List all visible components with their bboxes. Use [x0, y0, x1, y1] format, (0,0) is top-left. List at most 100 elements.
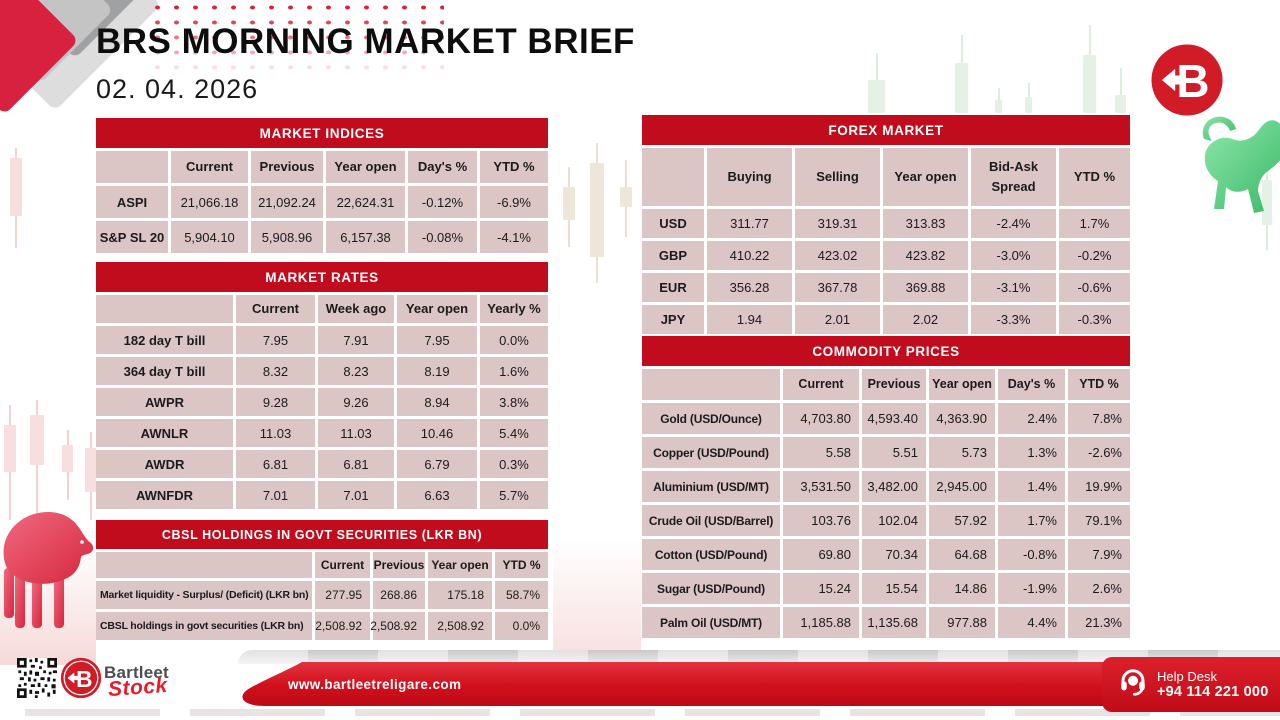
- corner-cell: [642, 148, 704, 206]
- help-desk-block: Help Desk +94 114 221 000: [1102, 657, 1280, 712]
- cell-value: 1.6%: [480, 357, 548, 385]
- cell-value: 977.88: [929, 607, 995, 638]
- bull-graphic: [1198, 113, 1280, 226]
- table-grid: Buying Selling Year open Bid-Ask Spread YTD …: [642, 148, 1130, 334]
- qr-code: [17, 658, 57, 698]
- cell-value: 11.03: [318, 419, 394, 447]
- row-label: GBP: [642, 241, 704, 270]
- cell-value: 1,185.88: [783, 607, 859, 638]
- cell-value: 2,945.00: [929, 471, 995, 502]
- cell-value: 4,593.40: [862, 403, 926, 434]
- column-header: YTD %: [1059, 148, 1130, 206]
- corner-cell: [642, 369, 780, 400]
- cell-value: 6.63: [397, 481, 477, 509]
- brand-logo-b-icon: B: [1150, 43, 1224, 117]
- column-header: Current: [171, 151, 248, 183]
- cell-value: 11.03: [236, 419, 315, 447]
- candlestick-decoration: [620, 160, 632, 237]
- cell-value: 8.94: [397, 388, 477, 416]
- bear-graphic: [0, 498, 94, 648]
- cell-value: 2.4%: [998, 403, 1065, 434]
- cell-value: 79.1%: [1068, 505, 1130, 536]
- candlestick-decoration: [955, 35, 968, 113]
- cell-value: 7.01: [318, 481, 394, 509]
- column-header: Day's %: [998, 369, 1065, 400]
- column-header: Year open: [397, 295, 477, 323]
- cell-value: 7.9%: [1068, 539, 1130, 570]
- cell-value: -0.3%: [1059, 305, 1130, 334]
- brand-logo-b-icon: B: [60, 657, 102, 699]
- cell-value: -6.9%: [480, 186, 548, 218]
- column-header: Year open: [326, 151, 405, 183]
- candlestick-decoration: [62, 430, 73, 500]
- column-header: YTD %: [495, 552, 548, 578]
- cell-value: -0.12%: [408, 186, 477, 218]
- row-label: 364 day T bill: [96, 357, 233, 385]
- cell-value: 4,363.90: [929, 403, 995, 434]
- cell-value: 311.77: [707, 209, 792, 238]
- cell-value: 2.6%: [1068, 573, 1130, 604]
- cell-value: -4.1%: [480, 221, 548, 253]
- cell-value: -0.8%: [998, 539, 1065, 570]
- column-header: Year open: [883, 148, 968, 206]
- column-header: Week ago: [318, 295, 394, 323]
- row-label: Palm Oil (USD/MT): [642, 607, 780, 638]
- cell-value: 1.4%: [998, 471, 1065, 502]
- halftone-dots-decoration: [148, 0, 444, 78]
- cell-value: 15.24: [783, 573, 859, 604]
- corner-cell: [96, 552, 312, 578]
- cell-value: 423.82: [883, 241, 968, 270]
- row-label: AWNFDR: [96, 481, 233, 509]
- cell-value: -0.6%: [1059, 273, 1130, 302]
- row-label: CBSL holdings in govt securities (LKR bn…: [96, 612, 312, 640]
- cell-value: 3.8%: [480, 388, 548, 416]
- column-header: Yearly %: [480, 295, 548, 323]
- candlestick-decoration: [590, 143, 604, 283]
- table-grid: Current Week ago Year open Yearly % 182 day …: [96, 295, 548, 509]
- row-label: EUR: [642, 273, 704, 302]
- row-label: AWDR: [96, 450, 233, 478]
- candlestick-decoration: [4, 405, 16, 520]
- cell-value: -2.4%: [971, 209, 1056, 238]
- pink-glow-decoration: [553, 540, 641, 665]
- candlestick-decoration: [1115, 68, 1126, 113]
- table-grid: Current Previous Year open YTD % Market liqu…: [96, 552, 548, 640]
- cell-value: 1.3%: [998, 437, 1065, 468]
- candlestick-decoration: [868, 53, 885, 113]
- market-rates-table: MARKET RATES Current Week ago Year open Yea…: [96, 262, 548, 509]
- corner-cell: [96, 151, 168, 183]
- candlestick-decoration: [995, 88, 1002, 113]
- row-label: Sugar (USD/Pound): [642, 573, 780, 604]
- market-indices-table: MARKET INDICES Current Previous Year open D…: [96, 118, 548, 253]
- candlestick-decoration: [1083, 25, 1096, 113]
- cell-value: 5.58: [783, 437, 859, 468]
- cell-value: 5.4%: [480, 419, 548, 447]
- table-title: FOREX MARKET: [642, 115, 1130, 145]
- cell-value: 5.51: [862, 437, 926, 468]
- row-label: S&P SL 20: [96, 221, 168, 253]
- candlestick-decoration: [1025, 83, 1032, 113]
- bottom-strip-decoration: [25, 709, 1280, 716]
- cell-value: 2.01: [795, 305, 880, 334]
- cell-value: 6,157.38: [326, 221, 405, 253]
- row-label: Crude Oil (USD/Barrel): [642, 505, 780, 536]
- cell-value: 175.18: [428, 581, 492, 609]
- cell-value: 9.26: [318, 388, 394, 416]
- cell-value: 7.01: [236, 481, 315, 509]
- table-title: MARKET RATES: [96, 262, 548, 292]
- column-header: Previous: [862, 369, 926, 400]
- cell-value: 5,904.10: [171, 221, 248, 253]
- cell-value: 70.34: [862, 539, 926, 570]
- cell-value: 7.95: [236, 326, 315, 354]
- column-header: Current: [315, 552, 370, 578]
- cell-value: 8.19: [397, 357, 477, 385]
- table-title: CBSL HOLDINGS IN GOVT SECURITIES (LKR BN…: [96, 520, 548, 549]
- cell-value: -1.9%: [998, 573, 1065, 604]
- cell-value: 103.76: [783, 505, 859, 536]
- cell-value: 9.28: [236, 388, 315, 416]
- table-title: MARKET INDICES: [96, 118, 548, 148]
- website-text: www.bartleetreligare.com: [288, 676, 462, 692]
- cell-value: 21,092.24: [251, 186, 323, 218]
- cell-value: 277.95: [315, 581, 370, 609]
- cell-value: 6.81: [318, 450, 394, 478]
